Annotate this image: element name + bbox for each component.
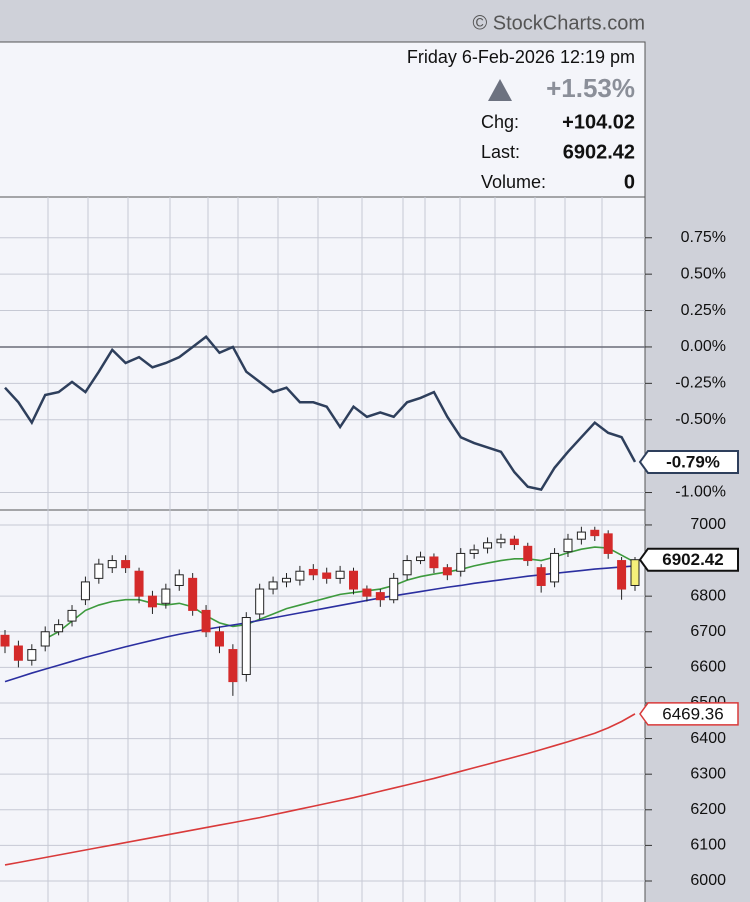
candle-body <box>0 634 10 647</box>
last: 6902.42 <box>563 141 635 163</box>
candle-body <box>590 529 600 537</box>
info-box <box>0 41 646 198</box>
y-tick-label: -0.25% <box>675 375 726 392</box>
vertical-grid <box>47 197 603 902</box>
candle-body <box>523 545 533 562</box>
candle-body <box>429 556 439 569</box>
candle-body <box>241 617 251 675</box>
candle-body <box>13 645 23 661</box>
y-tick-label: 6600 <box>690 659 726 676</box>
candle-body <box>509 538 519 546</box>
candle-body <box>335 570 345 579</box>
candle-body <box>362 588 372 597</box>
candle-body <box>469 549 479 554</box>
moving-average <box>4 713 636 866</box>
y-tick-label: 0.50% <box>681 265 726 282</box>
y-tick-label: 6300 <box>690 765 726 782</box>
candle-body <box>349 570 359 590</box>
value-tag <box>638 449 739 474</box>
candle-body <box>121 560 131 569</box>
candle-body <box>295 570 305 581</box>
candle-body <box>630 559 640 586</box>
candle-body <box>188 577 198 611</box>
candle-body <box>536 567 546 586</box>
candle-body <box>617 560 627 590</box>
date: Friday 6-Feb-2026 12:19 pm <box>407 47 635 67</box>
candle-body <box>322 572 332 579</box>
candle-body <box>603 533 613 554</box>
watermark: © StockCharts.com <box>472 12 645 34</box>
candle-body <box>27 649 37 661</box>
candle-body <box>563 538 573 553</box>
candle-body <box>456 552 466 572</box>
candle-body <box>550 552 560 583</box>
chg: +104.02 <box>562 111 635 133</box>
candle-body <box>389 577 399 601</box>
candle-body <box>214 631 224 647</box>
candle-body <box>107 560 117 569</box>
candle-body <box>442 567 452 576</box>
y-tick-label: 0.00% <box>681 338 726 355</box>
candle-body <box>402 560 412 576</box>
candle-body <box>67 609 77 622</box>
y-tick-label: 6700 <box>690 623 726 640</box>
candle-body <box>147 595 157 608</box>
line-series <box>4 335 637 492</box>
candle-body <box>80 581 90 601</box>
y-tick-label: 6100 <box>690 837 726 854</box>
candle-body <box>54 624 64 633</box>
chg-label: Chg: <box>481 112 519 132</box>
y-tick-label: 6800 <box>690 587 726 604</box>
candle-body <box>483 542 493 549</box>
candle-body <box>94 563 104 579</box>
y-tick-label: 6200 <box>690 801 726 818</box>
y-tick-label: -1.00% <box>675 484 726 501</box>
y-tick-label: 0.75% <box>681 229 726 246</box>
candle-body <box>375 592 385 601</box>
candle-body <box>308 568 318 576</box>
candle-body <box>201 609 211 633</box>
candle-body <box>174 574 184 586</box>
candle-body <box>268 581 278 590</box>
candle-body <box>281 577 291 583</box>
candle-body <box>576 531 586 540</box>
last-label: Last: <box>481 142 520 162</box>
up-arrow <box>488 79 512 101</box>
value-tag-label: 6902.42 <box>662 550 723 569</box>
y-tick-label: 0.25% <box>681 302 726 319</box>
value-tag-label: -0.79% <box>666 452 720 471</box>
candle-body <box>161 588 171 604</box>
candle-body <box>228 649 238 683</box>
value-tag <box>639 702 739 726</box>
candle-body <box>496 538 506 544</box>
change-pct: +1.53% <box>546 73 635 103</box>
y-tick-label: -0.50% <box>675 411 726 428</box>
panel-top <box>0 196 646 511</box>
y-tick-label: 6000 <box>690 872 726 889</box>
y-tick-label: 6400 <box>690 730 726 747</box>
volume-label: Volume: <box>481 172 546 192</box>
volume: 0 <box>624 171 635 193</box>
candle-body <box>416 556 426 562</box>
moving-average <box>44 546 636 640</box>
candle-body <box>40 631 50 647</box>
candle-body <box>134 570 144 597</box>
candle-body <box>255 588 265 615</box>
moving-average <box>4 565 636 683</box>
value-tag-label: 6469.36 <box>662 704 723 723</box>
value-tag <box>638 547 739 572</box>
y-tick-label: 7000 <box>690 516 726 533</box>
